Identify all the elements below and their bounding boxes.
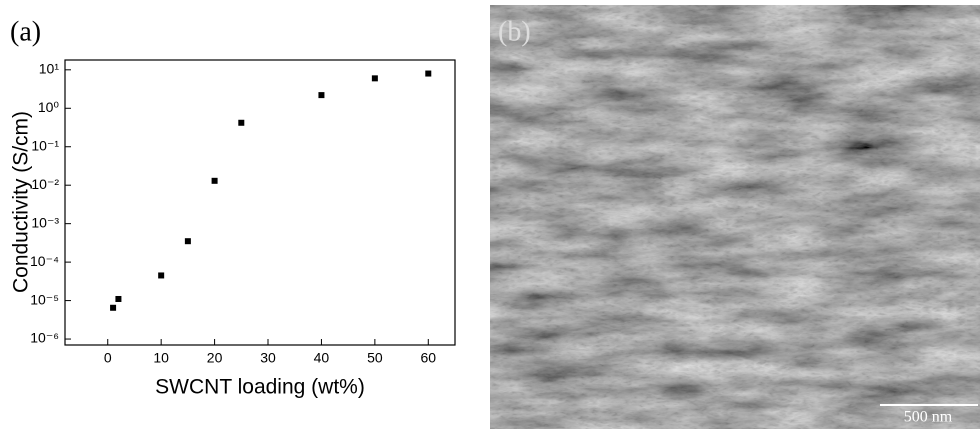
point [158,272,165,279]
y-tick-label: 10⁻¹ [31,137,59,153]
x-axis-title: SWCNT loading (wt%) [155,376,365,399]
sem-image [490,5,980,429]
point [110,304,117,311]
point [184,238,191,245]
x-tick-label: 40 [314,350,330,366]
point [318,92,325,99]
y-tick-label: 10⁻² [31,176,59,192]
point [425,70,432,77]
sem-fibers [490,5,980,429]
y-tick-label: 10⁻⁵ [30,291,59,307]
y-tick-label: 10⁻³ [31,214,59,230]
x-tick-label: 10 [153,350,169,366]
point [238,119,245,126]
x-tick-label: 20 [207,350,223,366]
x-tick-label: 50 [367,350,383,366]
x-tick-label: 30 [260,350,276,366]
y-tick-label: 10⁻⁶ [30,330,59,346]
panel-label: (a) [10,16,41,47]
panel-label: (b) [498,16,531,47]
y-axis-title: Conductivity (S/cm) [10,111,33,293]
plot-frame [64,59,456,346]
point [211,177,218,184]
y-tick-label: 10⁻⁴ [30,253,59,269]
x-tick-label: 60 [420,350,436,366]
x-tick-label: 0 [104,350,112,366]
point [371,75,378,82]
scale-bar-label: 500 nm [904,409,953,426]
point [115,295,122,302]
y-tick-label: 10⁰ [38,99,60,115]
y-tick-label: 10¹ [39,61,60,77]
